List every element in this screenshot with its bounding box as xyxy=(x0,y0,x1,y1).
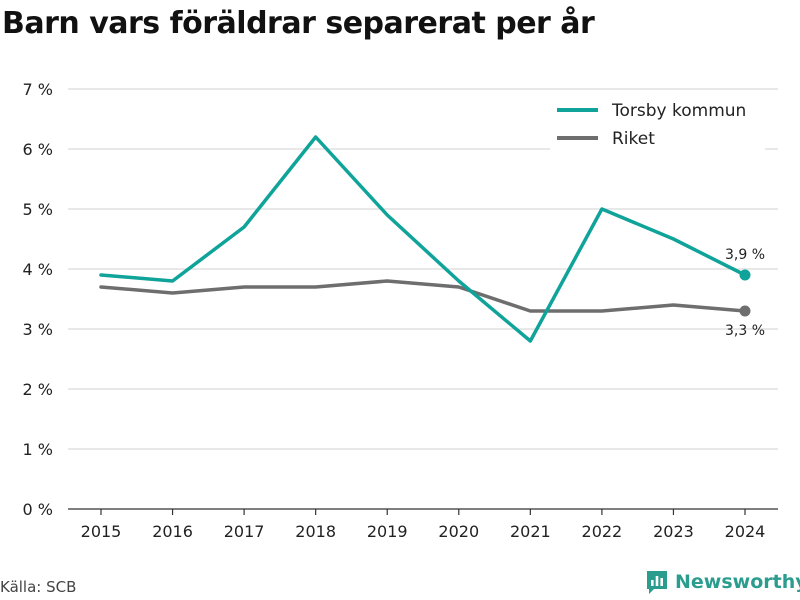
legend-label: Riket xyxy=(612,129,655,149)
y-tick-label: 0 % xyxy=(23,500,53,519)
series-endpoint-riket xyxy=(739,305,751,317)
end-label-torsby: 3,9 % xyxy=(725,247,765,263)
x-tick-label: 2024 xyxy=(725,522,766,541)
legend-label: Torsby kommun xyxy=(611,101,746,121)
x-tick-label: 2021 xyxy=(510,522,551,541)
series-endpoint-torsby xyxy=(739,269,751,281)
end-label-riket: 3,3 % xyxy=(725,323,765,339)
series-line-riket xyxy=(99,279,747,313)
chart-title: Barn vars föräldrar separerat per år xyxy=(2,6,595,41)
y-tick-label: 4 % xyxy=(23,260,53,279)
x-tick-label: 2020 xyxy=(438,522,479,541)
brand-name: Newsworthy xyxy=(675,571,800,593)
y-tick-label: 2 % xyxy=(23,380,53,399)
source-note: Källa: SCB xyxy=(0,578,77,596)
x-tick-label: 2022 xyxy=(582,522,623,541)
x-tick-label: 2016 xyxy=(152,522,193,541)
legend-background xyxy=(550,95,765,150)
x-tick-label: 2018 xyxy=(295,522,336,541)
series-line-torsby xyxy=(99,135,747,343)
x-tick-label: 2023 xyxy=(653,522,694,541)
y-tick-label: 6 % xyxy=(23,140,53,159)
y-tick-label: 7 % xyxy=(23,80,53,99)
x-tick-label: 2015 xyxy=(81,522,122,541)
y-tick-label: 5 % xyxy=(23,200,53,219)
end-labels: 3,9 % 3,3 % xyxy=(725,247,765,339)
x-tick-label: 2017 xyxy=(224,522,265,541)
series-lines xyxy=(99,135,751,343)
y-tick-label: 1 % xyxy=(23,440,53,459)
y-tick-label: 3 % xyxy=(23,320,53,339)
brand-logo: Newsworthy xyxy=(645,569,800,595)
legend: Torsby kommun Riket xyxy=(550,95,765,150)
newsworthy-logo-icon xyxy=(647,571,667,594)
y-axis-ticks: 0 % 1 % 2 % 3 % 4 % 5 % 6 % 7 % xyxy=(23,80,53,519)
x-axis: 2015 2016 2017 2018 2019 2020 2021 2022 2023 2024 xyxy=(68,508,778,541)
x-tick-label: 2019 xyxy=(367,522,408,541)
